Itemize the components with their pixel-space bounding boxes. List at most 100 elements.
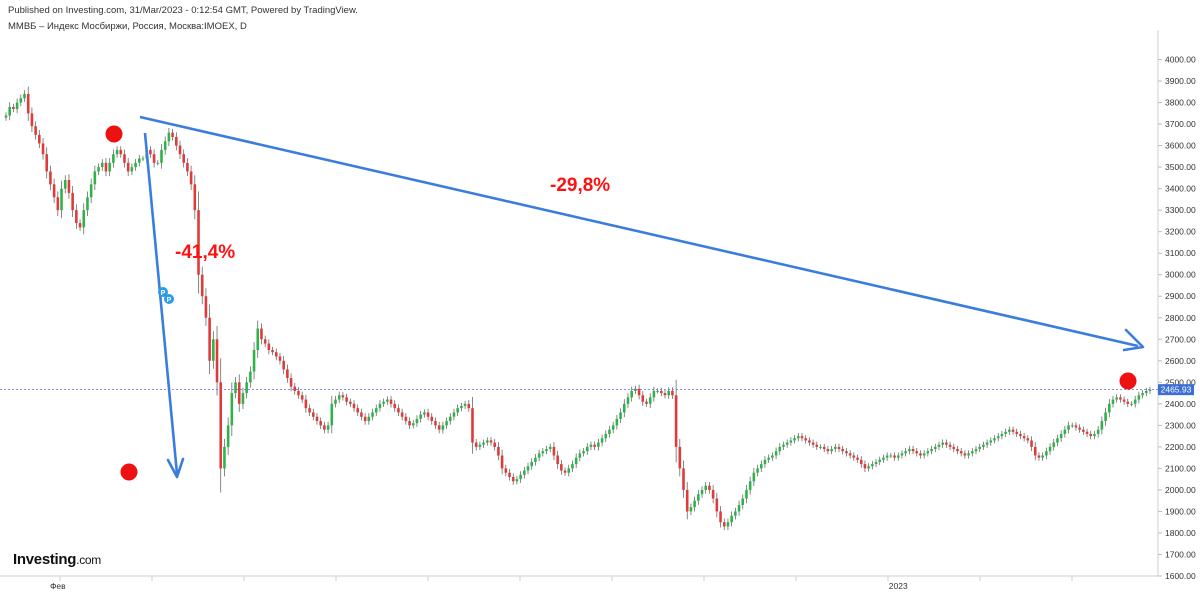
candle-body <box>408 421 411 426</box>
candle-body <box>149 149 152 155</box>
candle-body <box>1059 433 1063 439</box>
candle-body <box>200 274 204 297</box>
candle-body <box>919 453 922 456</box>
candle-body <box>163 141 167 150</box>
candle-body <box>793 438 796 441</box>
candle-body <box>845 451 848 454</box>
candle-body <box>656 390 659 392</box>
candle-body <box>719 511 722 523</box>
candle-body <box>252 350 256 372</box>
candle-body <box>397 408 400 413</box>
candle-body <box>311 412 315 417</box>
candle-body <box>1133 399 1137 404</box>
candle-body <box>908 449 911 452</box>
y-tick-label: 1600.00 <box>1165 571 1196 581</box>
candle-body <box>930 449 933 452</box>
candle-body <box>878 459 882 462</box>
candle-body <box>208 317 211 361</box>
candle-body <box>1078 427 1081 430</box>
candle-body <box>574 457 578 465</box>
candle-body <box>508 472 511 478</box>
candle-body <box>485 440 489 443</box>
candle-body <box>219 382 223 469</box>
candle-body <box>867 466 870 469</box>
candle-body <box>1037 455 1041 458</box>
candle-body <box>859 459 863 465</box>
candle-body <box>1022 436 1026 439</box>
candle-body <box>345 397 348 402</box>
candle-body <box>708 485 711 490</box>
candle-body <box>856 457 859 460</box>
candle-body <box>86 197 89 211</box>
candle-body <box>1111 399 1115 404</box>
candle-body <box>808 440 811 443</box>
candle-body <box>911 449 915 452</box>
candle-body <box>4 115 8 118</box>
candle-body <box>1096 429 1100 434</box>
candle-body <box>863 464 867 469</box>
candle-body <box>75 210 78 224</box>
candle-body <box>245 382 248 394</box>
y-tick-label: 3500.00 <box>1165 162 1196 172</box>
candle-body <box>319 421 322 426</box>
candle-body <box>537 453 541 458</box>
candle-body <box>611 425 615 430</box>
candle-body <box>93 171 97 185</box>
candle-body <box>330 403 334 426</box>
x-axis-label: Фев <box>50 581 66 591</box>
candle-body <box>704 485 708 490</box>
candle-body <box>49 171 52 185</box>
y-tick-label: 3100.00 <box>1165 248 1196 258</box>
candle-body <box>589 444 593 447</box>
y-tick-label: 1700.00 <box>1165 549 1196 559</box>
candle-body <box>137 158 141 163</box>
y-tick-label: 4000.00 <box>1165 55 1196 65</box>
candle-body <box>167 132 171 142</box>
candle-body <box>1026 438 1030 441</box>
candle-body <box>34 126 37 135</box>
candle-body <box>563 470 567 473</box>
candle-body <box>667 390 671 396</box>
candle-body <box>1052 442 1056 447</box>
candle-body <box>671 390 674 396</box>
candle-body <box>697 494 700 501</box>
candle-body <box>463 403 467 406</box>
candle-body <box>645 401 648 404</box>
candle-body <box>893 455 896 458</box>
candle-body <box>752 472 756 482</box>
candle-body <box>1041 455 1044 458</box>
candle-body <box>785 442 789 445</box>
candle-body <box>1070 425 1074 427</box>
candle-body <box>423 412 426 415</box>
candle-body <box>896 455 900 458</box>
investing-logo: Investing.com <box>13 551 101 568</box>
candle-body <box>978 446 981 450</box>
candle-body <box>448 416 452 422</box>
candle-body <box>830 449 833 452</box>
candle-body <box>1004 431 1007 434</box>
candle-body <box>1019 433 1022 437</box>
candle-body <box>1119 397 1122 400</box>
candle-body <box>204 296 208 318</box>
candle-body <box>1045 451 1048 456</box>
candle-body <box>112 154 115 163</box>
candle-body <box>471 408 474 443</box>
candle-body <box>848 453 852 456</box>
candle-body <box>567 468 571 473</box>
last-price-label: 2465.93 <box>1161 385 1192 395</box>
candle-body <box>593 444 596 447</box>
candle-body <box>900 453 904 456</box>
candle-body <box>1130 403 1133 405</box>
candle-body <box>619 412 622 419</box>
candle-body <box>952 446 956 450</box>
y-tick-label: 2900.00 <box>1165 291 1196 301</box>
candle-body <box>460 405 463 409</box>
candle-body <box>582 451 585 454</box>
candle-body <box>641 395 645 402</box>
candle-body <box>541 451 545 454</box>
candle-body <box>445 421 448 426</box>
candle-body <box>796 436 800 439</box>
x-grid <box>59 576 1073 581</box>
candle-body <box>1100 421 1104 430</box>
candle-body <box>915 451 919 454</box>
